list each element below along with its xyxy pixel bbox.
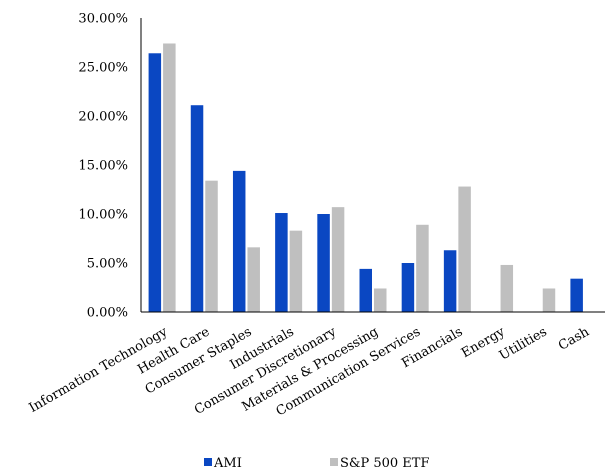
bar-ami xyxy=(190,105,204,312)
bar-sp500-etf xyxy=(416,224,429,312)
bar-ami xyxy=(401,263,415,312)
axes xyxy=(140,18,605,313)
legend-swatch-sp500-etf xyxy=(330,458,338,466)
bar-sp500-etf xyxy=(247,247,260,312)
y-tick-label: 10.00% xyxy=(78,208,128,223)
bar-ami xyxy=(317,214,330,312)
legend-label-ami: AMI xyxy=(213,456,242,471)
bar-sp500-etf xyxy=(458,186,471,312)
bar-ami xyxy=(570,278,583,312)
bar-ami xyxy=(148,53,162,312)
y-tick-label: 30.00% xyxy=(78,12,128,27)
y-tick-label: 25.00% xyxy=(78,61,128,76)
y-tick-label: 20.00% xyxy=(78,110,128,125)
bar-sp500-etf xyxy=(331,207,345,312)
bar-sp500-etf xyxy=(500,264,514,312)
y-tick-label: 0.00% xyxy=(87,306,128,321)
bars xyxy=(148,43,583,312)
bar-ami xyxy=(359,268,372,312)
legend-swatch-ami xyxy=(204,458,212,466)
legend: AMI S&P 500 ETF xyxy=(204,456,429,471)
bar-ami xyxy=(443,250,457,312)
x-category-label: Cash xyxy=(556,324,592,354)
legend-label-sp500-etf: S&P 500 ETF xyxy=(340,456,429,471)
bar-sp500-etf xyxy=(205,180,218,312)
bar-ami xyxy=(275,213,288,312)
y-tick-label: 15.00% xyxy=(78,159,128,174)
bar-sp500-etf xyxy=(289,230,303,312)
bar-ami xyxy=(232,170,246,312)
y-tick-label: 5.00% xyxy=(87,257,128,272)
bar-sp500-etf xyxy=(163,43,176,312)
bar-sp500-etf xyxy=(374,288,387,312)
y-axis-ticks: 0.00% 5.00% 10.00% 15.00% 20.00% 25.00% 30.00% xyxy=(78,12,128,321)
bar-sp500-etf xyxy=(542,288,556,312)
x-category-label: Utilities xyxy=(497,324,550,363)
